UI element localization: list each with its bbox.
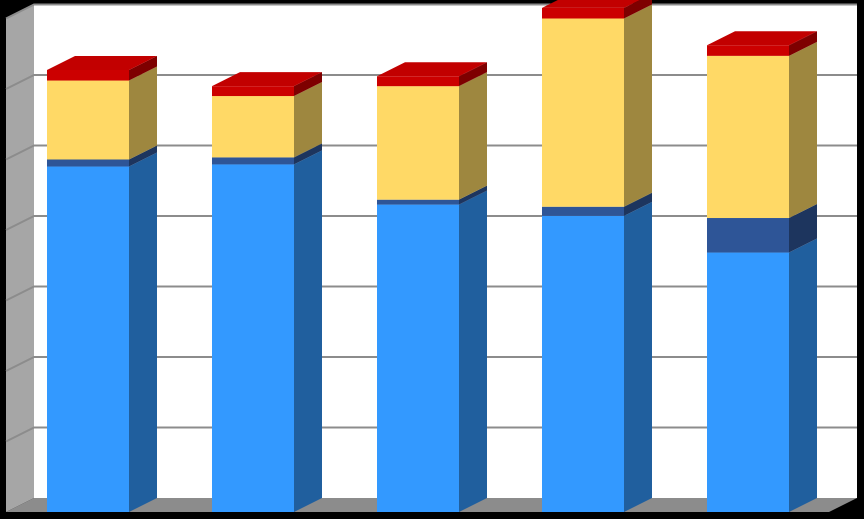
bar-3-segment-2 [377,185,487,205]
bar-front-face [212,164,294,512]
bar-front-face [47,80,129,160]
bar-side-face [789,204,817,253]
bar-front-face [707,218,789,253]
bar-3-segment-3 [377,72,487,200]
bar-1-segment-3 [47,66,157,160]
bar-top-face [47,55,157,70]
bar-front-face [542,206,624,216]
bar-2-segment-4 [212,72,322,97]
bar-side-face [294,82,322,158]
bar-front-face [542,7,624,19]
bar-front-face [212,96,294,158]
bar-1-segment-4 [47,55,157,81]
bar-5-segment-3 [707,41,817,219]
bar-2-segment-3 [212,82,322,158]
bar-side-face [294,72,322,97]
bar-1-segment-2 [47,145,157,167]
bar-top-face [377,62,487,77]
bar-3-segment-1 [377,190,487,512]
bar-side-face [459,185,487,205]
bar-front-face [707,45,789,56]
bar-1-segment-1 [47,152,157,513]
bar-4-segment-3 [542,4,652,207]
bar-side-face [129,145,157,167]
bar-side-face [624,4,652,207]
bar-front-face [707,55,789,219]
bar-top-face [707,31,817,46]
bar-front-face [542,215,624,512]
bar-5-segment-4 [707,31,817,56]
bar-front-face [377,204,459,512]
bar-front-face [47,159,129,167]
bar-4-segment-4 [542,0,652,19]
bar-3-segment-4 [377,62,487,87]
bar-front-face [377,76,459,87]
bar-front-face [542,18,624,207]
bar-front-face [212,157,294,165]
bar-side-face [624,192,652,216]
bar-side-face [789,31,817,56]
bar-side-face [294,150,322,512]
bar-front-face [212,86,294,97]
bar-side-face [789,41,817,219]
bar-5-segment-2 [707,204,817,253]
bar-front-face [377,199,459,205]
bar-2-segment-2 [212,143,322,165]
bar-4-segment-1 [542,201,652,512]
plot-side-wall [6,5,34,512]
bar-side-face [624,0,652,19]
bar-2-segment-1 [212,150,322,512]
bar-side-face [789,238,817,512]
bar-front-face [707,252,789,512]
bar-top-face [542,0,640,8]
bar-5-segment-1 [707,238,817,512]
bar-side-face [624,201,652,512]
bar-side-face [459,190,487,512]
bar-side-face [459,62,487,87]
bar-front-face [47,69,129,81]
bar-front-face [377,86,459,200]
bar-side-face [129,66,157,160]
bar-side-face [294,143,322,165]
bar-side-face [129,152,157,513]
bar-side-face [459,72,487,200]
bar-top-face [212,72,322,87]
bar-4-segment-2 [542,192,652,216]
bar-front-face [47,166,129,513]
bar-side-face [129,55,157,81]
bars [47,0,817,513]
